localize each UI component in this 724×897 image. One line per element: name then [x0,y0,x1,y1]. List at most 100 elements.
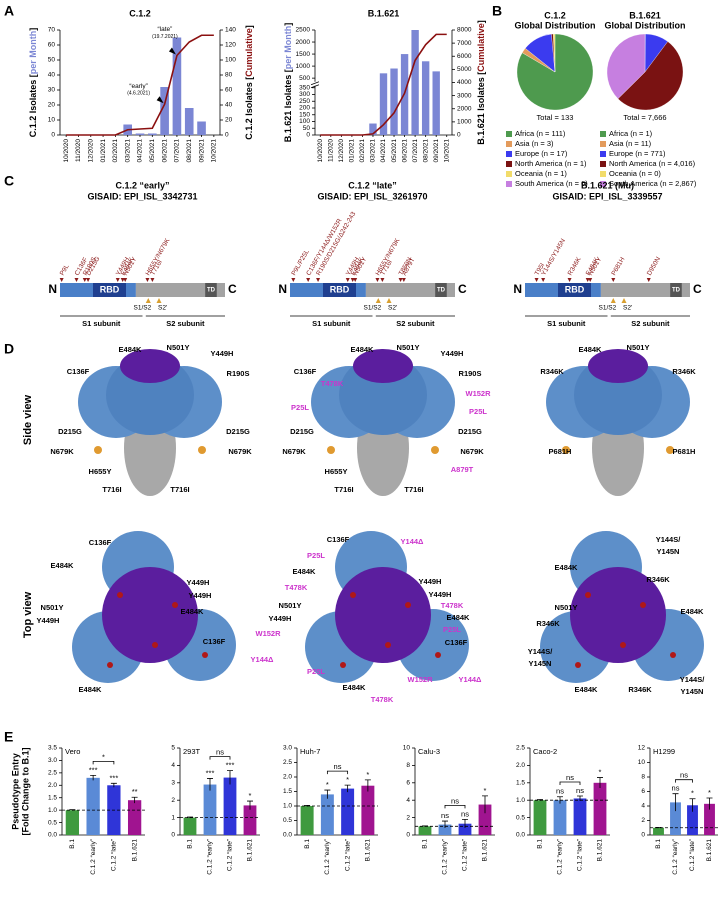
cleavage-label: S2' [158,305,167,312]
residue-label: C136F [203,637,226,646]
error-bar [207,778,213,791]
axis-label-part: C.1.2 Isolates [ [244,77,254,140]
bar [361,785,375,835]
chart-title: Calu-3 [418,747,440,756]
residue-label: T716I [102,485,121,494]
significance: * [346,775,349,784]
y-tick-label: 6 [641,788,645,795]
residue-label: D215G [226,427,250,436]
y-axis-label: Pseudotype Entry [10,753,20,830]
error-bar [344,784,351,793]
residue-label: R346K [672,367,696,376]
rbd-label: RBD [100,284,120,294]
bar [184,108,194,135]
y2-tick-label: 40 [225,102,233,109]
residue-label: W152R [255,629,281,638]
rbd-domain [93,283,126,297]
residue-label: P681H [673,447,696,456]
residue-label: Y145N [681,687,704,696]
mutation-label: P681H [610,256,626,277]
error-bar [442,820,448,829]
significance-bracket [444,804,466,809]
subunit-label: S2 subunit [166,319,205,328]
mutation-marker [534,278,539,282]
error-bar [324,789,331,799]
bar [573,798,587,835]
y-tick-label: 10 [638,759,646,766]
y-tick-label: 2.0 [48,782,57,789]
residue-label: D215G [58,427,82,436]
x-tick-label: 11/2020 [75,139,82,162]
x-tick-label: 04/2021 [137,139,144,163]
panel-letter: C [4,173,14,189]
mutation-marker [316,278,321,282]
td-label: TD [672,288,681,294]
y-tick-label: 0.0 [283,832,292,839]
y-tick-label: 1.5 [48,794,57,801]
bar [203,784,217,835]
y-tick-label: 0.0 [516,832,525,839]
mutation-marker [74,278,79,282]
mutation-marker [398,278,403,282]
bar [65,810,80,835]
significance: ns [576,786,584,795]
bar [653,827,664,835]
s2-domain [365,283,455,297]
x-tick-label: 07/2021 [174,139,181,163]
y-tick-label: 0 [406,832,410,839]
legend-swatch [506,171,512,177]
x-tick-label: C.1.2 “late” [689,839,696,871]
residue-label: T478K [371,695,394,704]
significance-bracket [209,756,231,760]
x-tick-label: B.1 [304,839,311,849]
y-tick-label: 150 [299,111,310,118]
mutation-label: Y144S/Y145N [540,237,567,276]
residue-label: Y144Δ [251,655,275,664]
significance: *** [89,765,98,774]
mutation-marker [123,278,128,282]
y2-tick-label: 6000 [457,53,472,60]
y-tick-label: 8 [641,774,645,781]
y-tick-label: 0.5 [516,814,525,821]
mutation-marker [345,278,350,282]
residue-label: Y449H [419,577,442,586]
chart-title: H1299 [653,747,675,756]
bar [438,824,452,835]
bar [127,800,142,835]
significance: * [484,786,487,795]
rbd-domain [323,283,356,297]
residue-label: A879T [451,465,474,474]
mutation-marker [588,278,593,282]
x-tick-label: C.1.2 “late” [577,839,584,871]
x-tick-label: 02/2021 [359,139,366,163]
bar [687,805,698,835]
residue-label: E484K [575,685,599,694]
significance: * [691,789,694,798]
axis-label-part: B.1.621 Isolates [ [283,69,293,142]
accession: GISAID: EPI_ISL_3342731 [87,191,197,201]
error-bar [597,777,603,789]
x-tick-label: C.1.2 “late” [111,839,118,871]
x-tick-label: B.1.621 [706,839,713,862]
legend-label: South America (n = 0) [515,179,588,188]
residue-label: R190S [459,369,482,378]
residue-label: E484K [181,607,205,616]
residue-label: T478K [441,601,464,610]
y-tick-label: 50 [303,125,311,132]
residue-label: Y144S/ [680,675,706,684]
legend-label: Oceania (n = 1) [515,169,567,178]
residue-label: C136F [67,367,90,376]
residue-label: Y449H [37,616,60,625]
rbd-domain [558,283,591,297]
y2-tick-label: 1000 [457,119,472,126]
bar [197,121,206,135]
structure-site [327,446,335,454]
residue-label: Y144S/ [656,535,682,544]
x-tick-label: B.1.621 [597,839,604,862]
mutation-marker [567,278,572,282]
structure-site [94,446,102,454]
error-bar [482,795,488,814]
x-tick-label: 03/2021 [124,139,131,163]
residue-label: E484K [579,345,603,354]
bar [432,71,440,135]
